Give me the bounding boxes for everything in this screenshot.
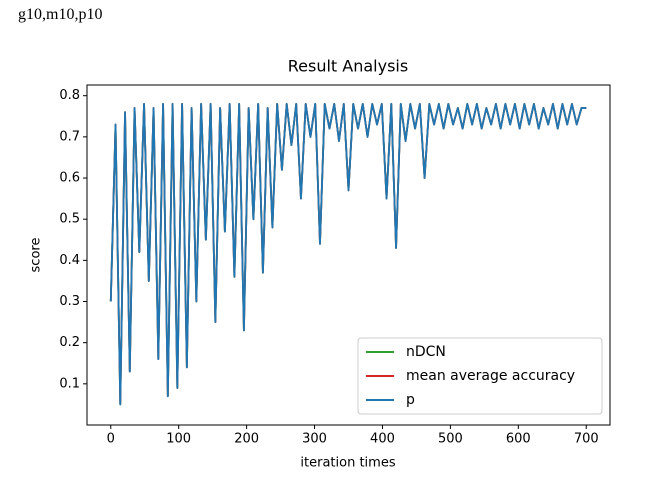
chart-title: Result Analysis — [288, 57, 408, 76]
legend-label: p — [406, 392, 415, 408]
y-tick-label: 0.1 — [59, 376, 80, 391]
y-tick-label: 0.4 — [59, 253, 80, 268]
x-tick-label: 300 — [302, 432, 327, 447]
y-tick-label: 0.5 — [59, 212, 80, 227]
y-tick-label: 0.3 — [59, 294, 80, 309]
series-line — [109, 103, 587, 406]
x-tick-label: 500 — [438, 432, 463, 447]
x-tick-label: 100 — [166, 432, 191, 447]
legend-label: nDCN — [406, 344, 446, 360]
x-tick-label: 0 — [107, 432, 115, 447]
plot-area — [109, 103, 587, 406]
legend-label: mean average accuracy — [406, 368, 575, 384]
x-tick-label: 400 — [370, 432, 395, 447]
y-tick-label: 0.2 — [59, 335, 80, 350]
x-tick-label: 700 — [574, 432, 599, 447]
x-tick-label: 600 — [506, 432, 531, 447]
y-tick-label: 0.7 — [59, 129, 80, 144]
y-tick-label: 0.8 — [59, 88, 80, 103]
x-tick-label: 200 — [234, 432, 259, 447]
y-axis-label: score — [29, 238, 44, 273]
x-axis-label: iteration times — [300, 456, 395, 471]
y-tick-label: 0.6 — [59, 171, 80, 186]
legend-box — [357, 337, 603, 415]
caption: g10,m10,p10 — [18, 6, 103, 23]
axes-frame — [86, 84, 611, 426]
